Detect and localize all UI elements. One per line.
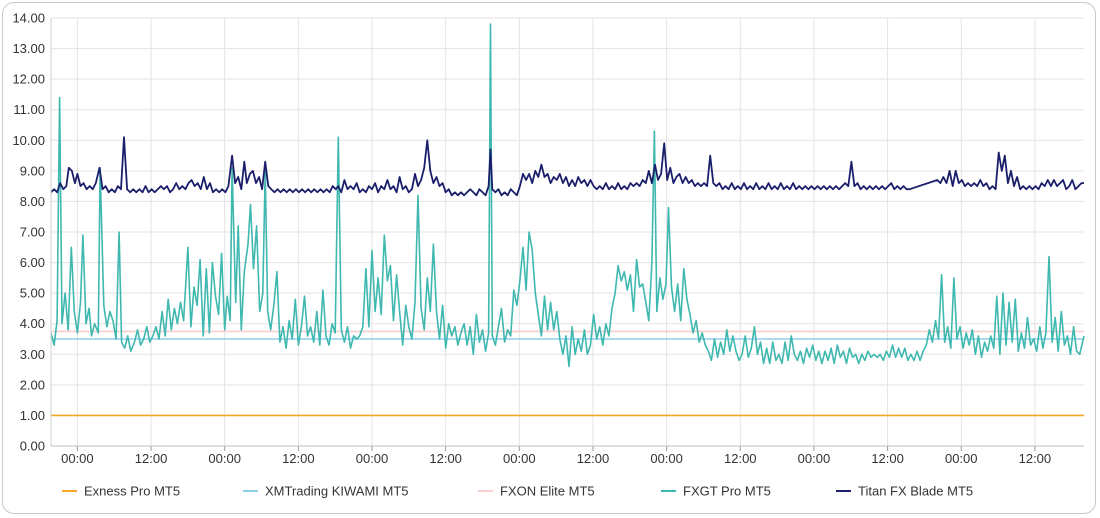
legend-item[interactable]: Exness Pro MT5 [62,484,180,499]
y-tick-label: 14.00 [12,11,45,26]
x-tick-label: 12:00 [1019,451,1052,466]
series-layer [50,23,1085,417]
x-tick-label: 00:00 [208,451,241,466]
x-tick-label: 00:00 [650,451,683,466]
y-tick-label: 9.00 [20,163,45,178]
x-tick-label: 00:00 [503,451,536,466]
legend-item[interactable]: Titan FX Blade MT5 [836,484,973,499]
legend-label: FXGT Pro MT5 [683,484,771,499]
legend-label: FXON Elite MT5 [500,484,595,499]
x-tick-label: 00:00 [945,451,978,466]
y-tick-label: 8.00 [20,194,45,209]
legend-item[interactable]: XMTrading KIWAMI MT5 [243,484,409,499]
x-tick-label: 12:00 [282,451,315,466]
legend-label: Exness Pro MT5 [84,484,180,499]
legend-label: Titan FX Blade MT5 [858,484,973,499]
series-line-fxgt-pro-mt5[interactable] [50,23,1085,368]
x-tick-label: 00:00 [798,451,831,466]
y-tick-label: 13.00 [12,41,45,56]
y-tick-label: 4.00 [20,316,45,331]
y-tick-label: 1.00 [20,408,45,423]
series-line-titan-fx-blade-mt5[interactable] [50,136,1084,197]
y-tick-label: 12.00 [12,72,45,87]
y-tick-label: 10.00 [12,133,45,148]
legend-label: XMTrading KIWAMI MT5 [265,484,409,499]
y-tick-label: 0.00 [20,439,45,454]
legend: Exness Pro MT5 XMTrading KIWAMI MT5 FXON E… [62,484,973,499]
x-tick-label: 12:00 [724,451,757,466]
x-tick-label: 00:00 [356,451,389,466]
x-tick-label: 12:00 [871,451,904,466]
y-tick-label: 11.00 [13,102,45,117]
x-tick-label: 12:00 [429,451,462,466]
y-tick-label: 2.00 [20,377,45,392]
legend-item[interactable]: FXON Elite MT5 [478,484,595,499]
x-tick-label: 00:00 [61,451,94,466]
y-tick-label: 7.00 [20,225,45,240]
axes: 0.00 1.00 2.00 3.00 4.00 5.00 6.00 7.00 8.00 9.00… [12,11,1084,466]
x-tick-label: 12:00 [135,451,168,466]
y-tick-label: 5.00 [20,286,45,301]
y-tick-label: 6.00 [20,255,45,270]
x-tick-label: 12:00 [577,451,610,466]
y-tick-label: 3.00 [20,347,45,362]
grid [51,17,1084,447]
legend-item[interactable]: FXGT Pro MT5 [661,484,771,499]
